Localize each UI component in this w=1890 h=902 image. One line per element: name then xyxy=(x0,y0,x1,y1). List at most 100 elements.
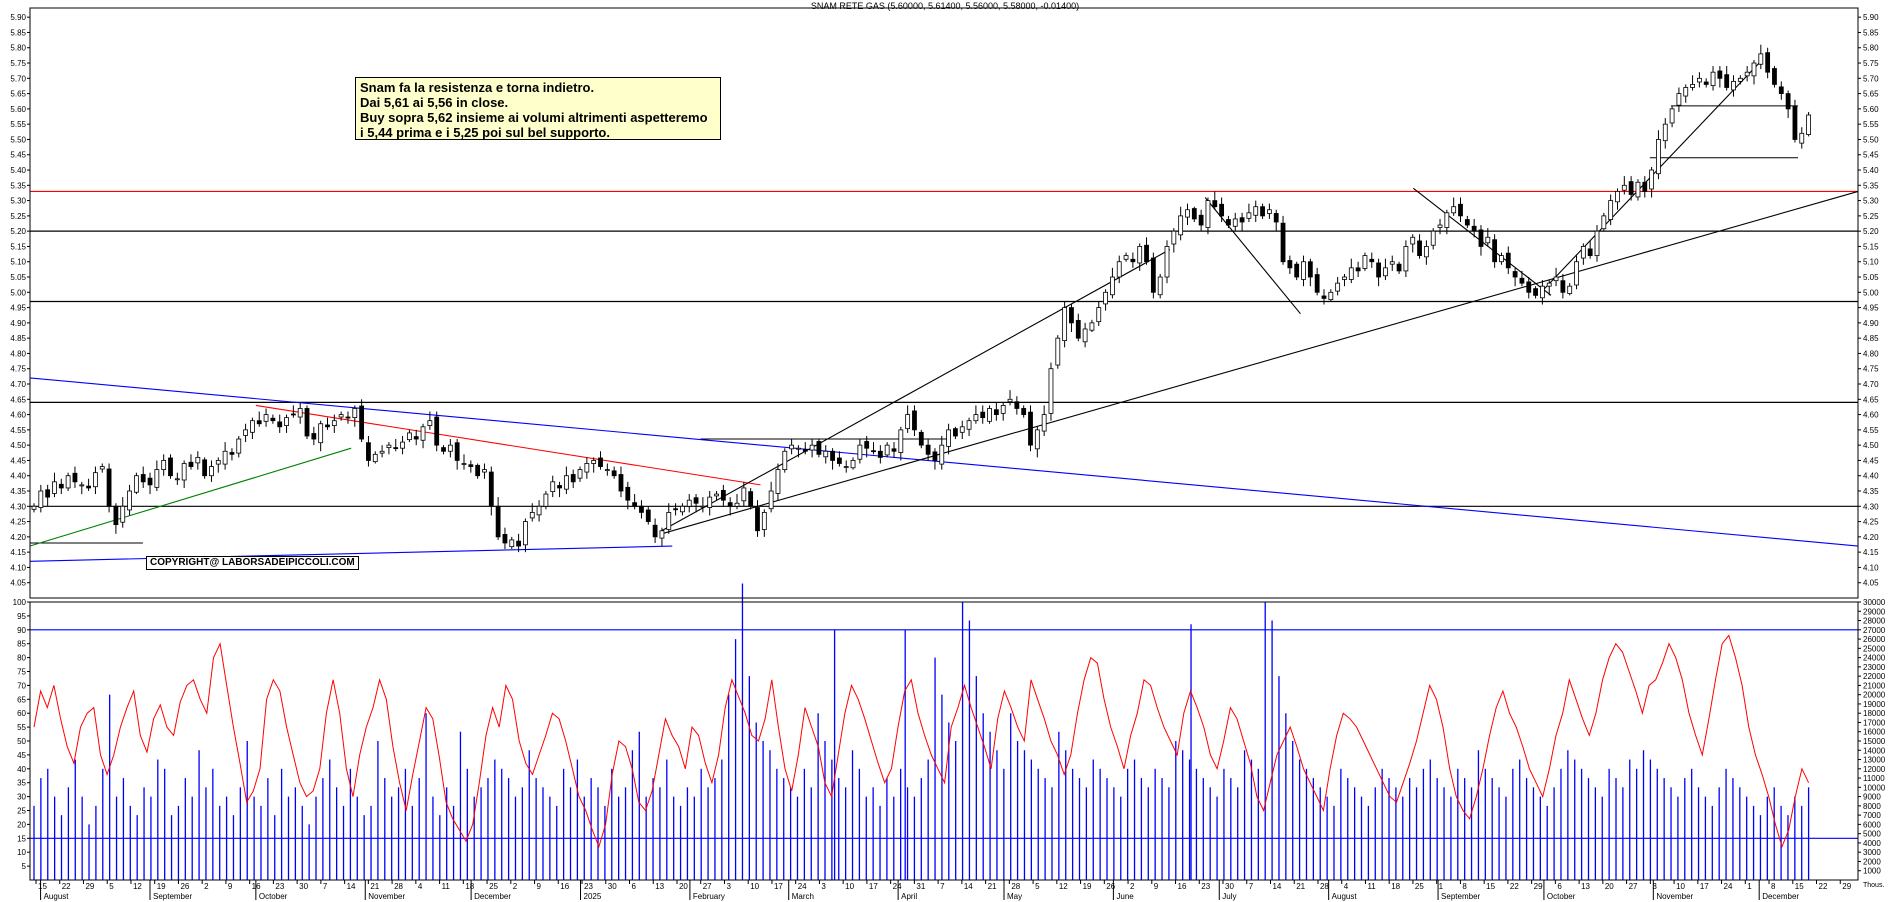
osc-tick-label: 45 xyxy=(17,751,26,760)
candle xyxy=(1034,426,1040,458)
candle-body xyxy=(1778,86,1784,94)
candle xyxy=(427,411,433,430)
osc-tick-label: 85 xyxy=(17,640,26,649)
candle xyxy=(843,460,849,473)
candle xyxy=(563,466,569,495)
candle xyxy=(1328,289,1334,302)
candle xyxy=(1744,66,1750,82)
candle xyxy=(1492,234,1498,268)
candle-body xyxy=(536,505,542,516)
candle-body xyxy=(284,417,289,426)
volume-tick-label: 21000 xyxy=(1863,681,1886,690)
volume-tick-label: 19000 xyxy=(1863,700,1886,709)
date-tick-label: 5 xyxy=(109,882,114,891)
date-tick-label: 12 xyxy=(133,882,142,891)
candle xyxy=(1376,258,1381,287)
date-tick-label: 20 xyxy=(1605,882,1614,891)
candle-body xyxy=(366,442,371,461)
candle-body xyxy=(1178,215,1184,236)
candle xyxy=(1226,215,1231,229)
candle xyxy=(1253,200,1259,222)
candle xyxy=(72,466,78,488)
trendline-3 xyxy=(29,447,352,547)
candle xyxy=(782,448,788,473)
price-tick-label-right: 4.85 xyxy=(1863,334,1879,343)
candle-body xyxy=(1212,200,1218,208)
price-tick-label-right: 4.90 xyxy=(1863,319,1879,328)
candle xyxy=(1642,176,1648,198)
month-label: November xyxy=(1656,892,1693,901)
candle-body xyxy=(1656,139,1661,175)
date-tick-label: 7 xyxy=(323,882,328,891)
candle xyxy=(1362,252,1368,271)
candle xyxy=(304,405,310,440)
candle xyxy=(434,411,440,452)
candle xyxy=(1717,66,1723,88)
candle-body xyxy=(1301,261,1306,280)
volume-tick-label: 4000 xyxy=(1863,839,1881,848)
volume-tick-label: 20000 xyxy=(1863,691,1886,700)
candle xyxy=(598,451,603,470)
volume-tick-label: 12000 xyxy=(1863,765,1886,774)
candle xyxy=(393,439,399,452)
candle xyxy=(1772,66,1777,88)
candle xyxy=(1028,405,1033,452)
candle xyxy=(1505,246,1511,274)
price-tick-label-right: 5.05 xyxy=(1863,273,1879,282)
candle xyxy=(550,475,556,498)
price-tick-label-right: 5.15 xyxy=(1863,242,1879,251)
candle xyxy=(256,411,262,427)
candle-body xyxy=(420,426,426,441)
osc-tick-label: 90 xyxy=(17,626,26,635)
candle-body xyxy=(584,463,590,473)
candle-body xyxy=(550,481,556,493)
candle-body xyxy=(1164,246,1170,278)
candle-body xyxy=(1533,288,1538,296)
month-label: August xyxy=(44,892,70,901)
volume-tick-label: 17000 xyxy=(1863,718,1886,727)
candle-body xyxy=(441,447,446,452)
candle xyxy=(939,435,945,470)
oscillator-line xyxy=(33,634,1810,849)
candle-body xyxy=(1110,276,1115,296)
candle-body xyxy=(1389,261,1395,265)
candle-body xyxy=(393,447,399,449)
date-tick-label: 17 xyxy=(774,882,783,891)
candle xyxy=(1799,127,1805,149)
candle-body xyxy=(1621,184,1627,191)
date-tick-label: 9 xyxy=(1154,882,1159,891)
candle-body xyxy=(1266,209,1272,214)
date-tick-label: 18 xyxy=(465,882,474,891)
price-tick-label-right: 5.25 xyxy=(1863,212,1879,221)
candle xyxy=(1171,228,1177,253)
price-tick-label-left: 4.20 xyxy=(10,533,26,542)
candle xyxy=(243,423,248,443)
candle xyxy=(932,448,938,470)
candle xyxy=(52,472,57,498)
candle-body xyxy=(557,485,562,489)
candle xyxy=(1512,267,1518,287)
month-label: September xyxy=(1441,892,1480,901)
candle xyxy=(263,408,269,427)
candle-body xyxy=(1724,74,1730,88)
candle-body xyxy=(666,512,672,530)
candle-body xyxy=(1021,408,1027,415)
price-tick-label-right: 4.50 xyxy=(1863,441,1879,450)
candle-body xyxy=(1116,261,1122,278)
candle-body xyxy=(1744,71,1750,77)
candle-body xyxy=(1089,322,1095,331)
candle xyxy=(1321,289,1327,305)
price-tick-label-left: 4.95 xyxy=(10,304,26,313)
candle xyxy=(1075,313,1081,342)
candle xyxy=(297,402,303,424)
candle-body xyxy=(133,475,139,493)
trendline-4 xyxy=(255,404,761,486)
candle-body xyxy=(1355,267,1361,272)
date-tick-label: 3 xyxy=(821,882,826,891)
month-label: September xyxy=(153,892,192,901)
volume-tick-label: 18000 xyxy=(1863,709,1886,718)
candle-body xyxy=(1342,276,1347,280)
candle xyxy=(645,506,651,525)
analysis-note-box: Snam fa la resistenza e torna indietro. … xyxy=(355,77,721,140)
volume-tick-label: 13000 xyxy=(1863,756,1886,765)
